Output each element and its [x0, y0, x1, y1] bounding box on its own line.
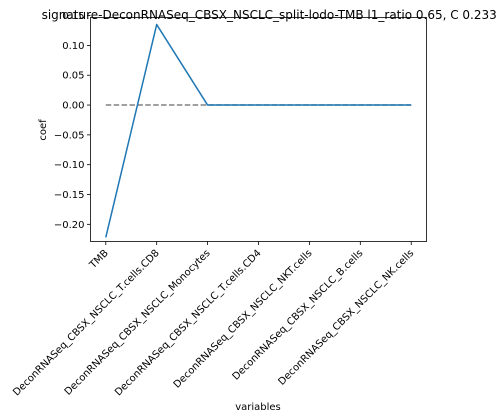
y-tick-label: 0.05	[62, 71, 84, 82]
y-tick-label: 0.15	[62, 11, 84, 22]
y-tick-label: −0.20	[54, 220, 85, 231]
y-axis-label: coef	[38, 119, 49, 141]
series-line-0	[105, 23, 412, 238]
plot-area	[90, 17, 427, 242]
y-tick-label: −0.15	[54, 190, 85, 201]
x-axis-ticks: TMBDeconRNASeq_CBSX_NSCLC_T.cells.CD8Dec…	[11, 241, 416, 398]
chart-title: signature-DeconRNASeq_CBSX_NSCLC_split-l…	[42, 8, 497, 22]
x-axis-label: variables	[235, 402, 281, 413]
y-tick-label: −0.10	[54, 160, 85, 171]
x-tick-label: TMB	[87, 248, 111, 272]
series-layer	[105, 23, 412, 238]
y-axis-ticks: −0.20 −0.15 −0.10 −0.05 0.00 0.05 0.10 0.15	[54, 11, 91, 231]
y-tick-label: −0.05	[54, 130, 85, 141]
y-tick-label: 0.10	[62, 41, 84, 52]
y-tick-label: 0.00	[62, 101, 84, 112]
